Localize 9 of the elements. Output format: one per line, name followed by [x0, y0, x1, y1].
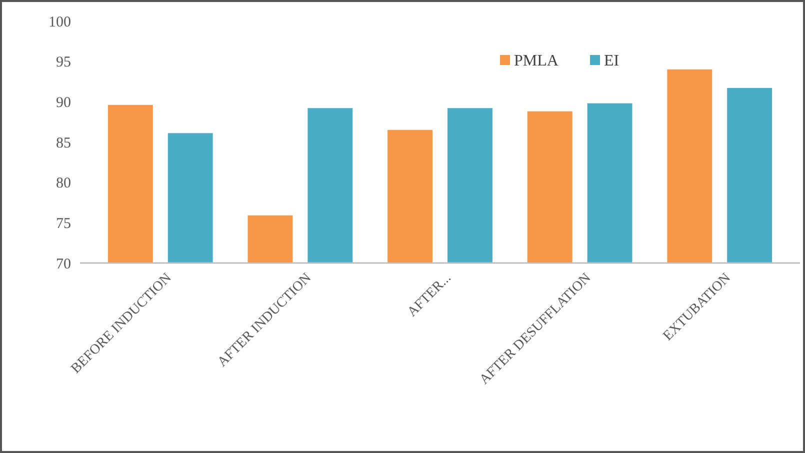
y-tick-label: 95	[56, 54, 71, 71]
legend-label: PMLA	[514, 52, 559, 70]
y-tick-label: 75	[56, 216, 71, 232]
y-tick-label: 100	[48, 14, 71, 30]
y-tick-label: 70	[56, 256, 71, 272]
y-tick-label: 80	[56, 176, 71, 192]
y-tick-label: 85	[56, 135, 71, 152]
y-tick-label: 90	[56, 94, 71, 111]
legend-label: EI	[604, 52, 620, 70]
